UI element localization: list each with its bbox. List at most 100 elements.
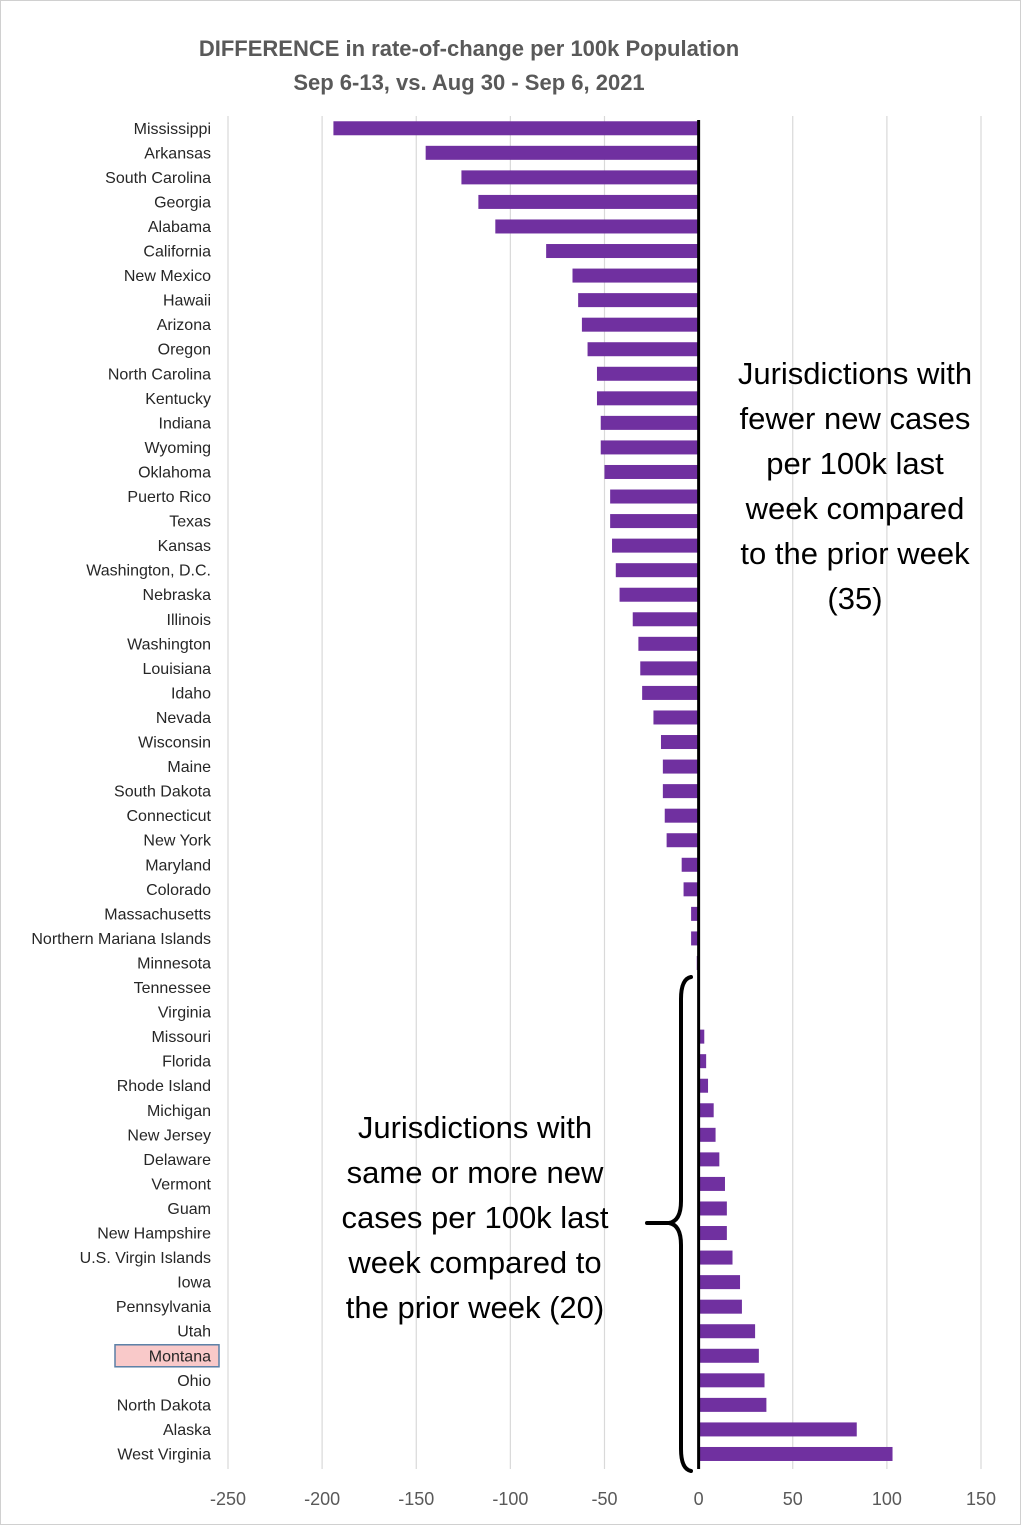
category-label: Iowa xyxy=(177,1275,211,1292)
annotation-line: week compared to xyxy=(347,1245,601,1280)
bar xyxy=(698,1103,714,1118)
bar xyxy=(653,710,699,725)
bar xyxy=(572,268,699,283)
category-label: Ohio xyxy=(177,1373,211,1390)
category-label: New Hampshire xyxy=(97,1226,211,1243)
bar xyxy=(596,391,699,406)
category-label: Alaska xyxy=(163,1422,211,1439)
bar xyxy=(662,759,699,774)
category-label: Wisconsin xyxy=(138,735,211,752)
bar xyxy=(698,1176,725,1191)
chart-title-line-2: Sep 6-13, vs. Aug 30 - Sep 6, 2021 xyxy=(293,70,644,95)
bar xyxy=(698,1422,857,1437)
bar xyxy=(333,121,699,136)
category-label: Missouri xyxy=(151,1029,211,1046)
bar xyxy=(642,685,699,700)
x-tick-label: 150 xyxy=(966,1489,996,1509)
category-label: Florida xyxy=(162,1054,211,1071)
category-label: U.S. Virgin Islands xyxy=(80,1250,211,1267)
category-label: Guam xyxy=(167,1201,211,1218)
category-label: Vermont xyxy=(151,1176,211,1193)
bar xyxy=(600,415,699,430)
category-label: Illinois xyxy=(167,612,211,629)
bar xyxy=(632,612,699,627)
bar xyxy=(604,464,699,479)
highlight-box xyxy=(114,1344,220,1368)
bar xyxy=(698,1324,756,1339)
category-label: Utah xyxy=(177,1324,211,1341)
category-label: California xyxy=(143,244,211,261)
category-label: Georgia xyxy=(154,194,211,211)
bar xyxy=(691,931,699,946)
category-label: Connecticut xyxy=(127,808,212,825)
category-label: New Jersey xyxy=(127,1127,211,1144)
x-tick-label: -150 xyxy=(398,1489,434,1509)
annotation-line: Jurisdictions with xyxy=(358,1110,592,1145)
annotation-fewer-cases: Jurisdictions with fewer new cases per 100… xyxy=(738,356,972,616)
category-label: Washington xyxy=(127,636,211,653)
x-tick-label: -250 xyxy=(210,1489,246,1509)
bar xyxy=(698,1054,707,1069)
category-label: Montana xyxy=(149,1348,211,1365)
category-label: Tennessee xyxy=(134,980,211,997)
chart-title: DIFFERENCE in rate-of-change per 100k Po… xyxy=(199,36,739,95)
annotation-line: to the prior week xyxy=(740,536,970,571)
x-tick-label: -200 xyxy=(304,1489,340,1509)
bar xyxy=(581,317,699,332)
bar xyxy=(638,636,699,651)
bar xyxy=(698,1250,733,1265)
category-label: Maine xyxy=(167,759,211,776)
bar xyxy=(681,857,699,872)
annotation-line: cases per 100k last xyxy=(341,1200,608,1235)
bar xyxy=(587,342,699,357)
category-label: Indiana xyxy=(159,415,212,432)
category-label: Northern Mariana Islands xyxy=(31,931,211,948)
annotation-line: fewer new cases xyxy=(740,401,971,436)
category-label: Maryland xyxy=(145,857,211,874)
bar xyxy=(698,1226,727,1241)
bar xyxy=(478,194,699,209)
category-label: Alabama xyxy=(148,219,211,236)
category-highlight xyxy=(114,1344,220,1368)
bar xyxy=(683,882,699,897)
bar xyxy=(666,833,699,848)
category-label: Delaware xyxy=(143,1152,211,1169)
annotation-more-cases: Jurisdictions with same or more new cases … xyxy=(341,1110,608,1325)
category-label: Minnesota xyxy=(137,955,211,972)
bar xyxy=(612,538,699,553)
x-tick-label: 100 xyxy=(872,1489,902,1509)
bar xyxy=(698,1152,720,1167)
bar xyxy=(698,1299,742,1314)
bar xyxy=(664,808,699,823)
category-label: Arkansas xyxy=(144,145,211,162)
category-labels: Mississippi Arkansas South Carolina Georgia… xyxy=(31,121,212,1464)
bar xyxy=(698,1029,705,1044)
category-label: New Mexico xyxy=(124,268,211,285)
category-label: North Carolina xyxy=(108,366,211,383)
category-label: South Carolina xyxy=(105,170,211,187)
x-tick-label: -50 xyxy=(591,1489,617,1509)
annotation-line: (35) xyxy=(827,581,882,616)
bar xyxy=(691,906,699,921)
category-label: South Dakota xyxy=(114,784,211,801)
annotation-line: same or more new xyxy=(347,1155,604,1190)
bar xyxy=(596,366,699,381)
bar xyxy=(615,563,699,578)
bar xyxy=(698,1275,741,1290)
bar xyxy=(425,145,699,160)
category-label: Wyoming xyxy=(144,440,211,457)
bar xyxy=(610,489,699,504)
annotation-line: the prior week (20) xyxy=(346,1290,604,1325)
bar xyxy=(698,1373,765,1388)
x-tick-label: 0 xyxy=(694,1489,704,1509)
bar xyxy=(546,244,699,259)
bar xyxy=(698,1348,759,1363)
category-label: Oklahoma xyxy=(138,464,211,481)
bar xyxy=(640,661,699,676)
category-label: Kansas xyxy=(158,538,211,555)
bar xyxy=(698,1078,709,1093)
x-tick-label: -100 xyxy=(492,1489,528,1509)
category-label: Pennsylvania xyxy=(116,1299,211,1316)
category-label: Nevada xyxy=(156,710,211,727)
